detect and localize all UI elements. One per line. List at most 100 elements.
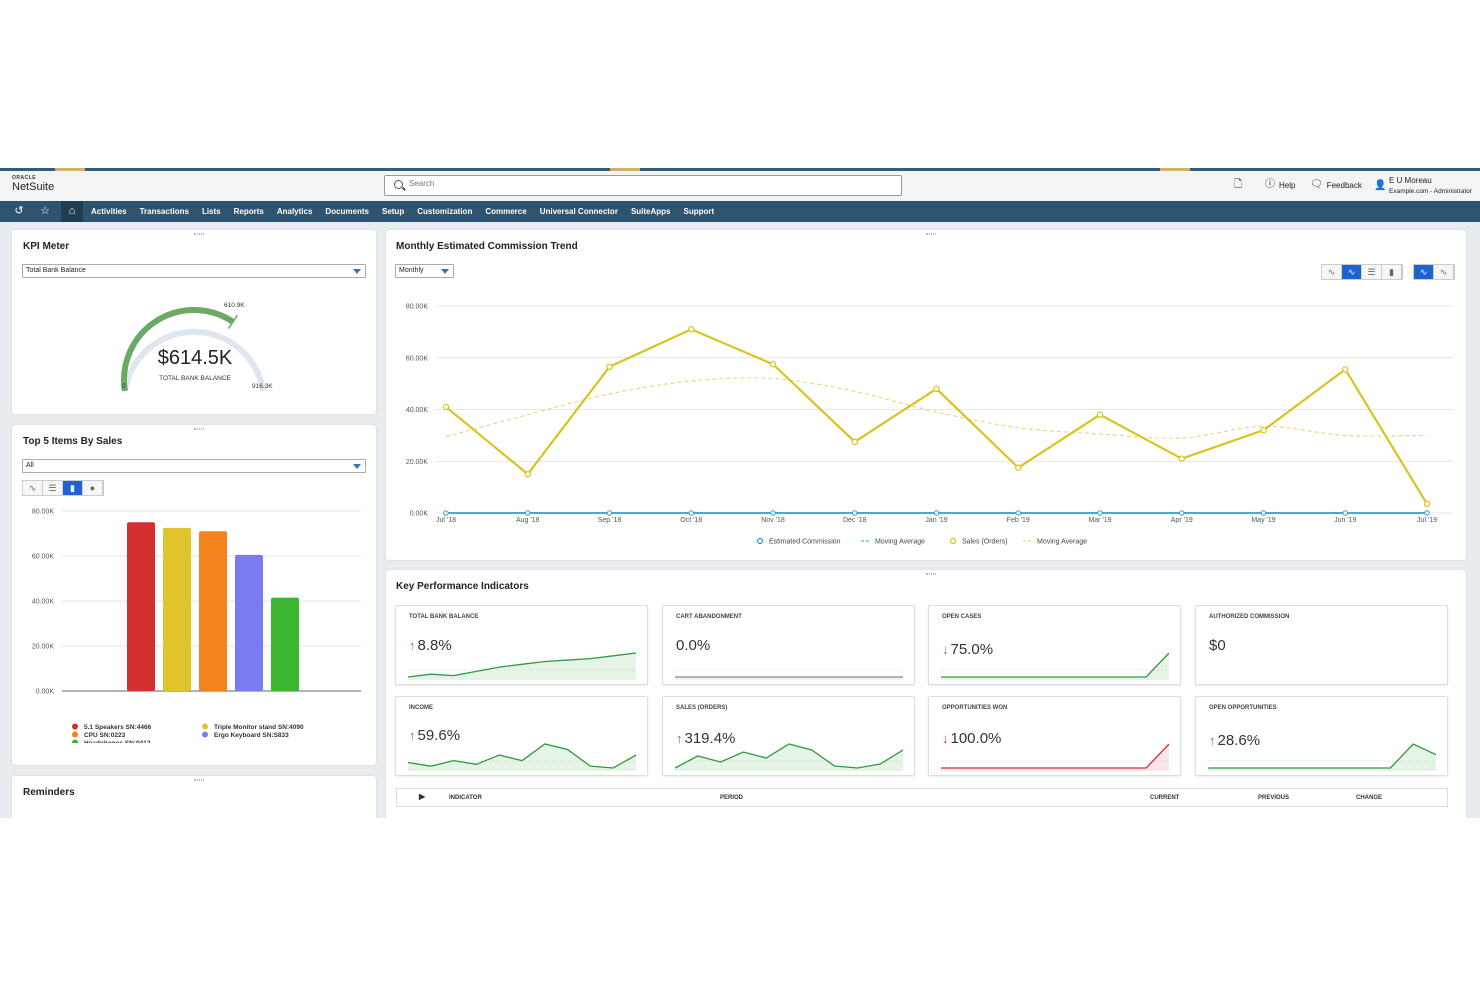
point-sales-orders[interactable] bbox=[1423, 500, 1431, 508]
select-value: All bbox=[26, 462, 34, 469]
bar-ergo-keyboard-sn-s833[interactable] bbox=[235, 554, 263, 691]
horizontal-bar-icon[interactable]: ☰ bbox=[1362, 265, 1382, 279]
point-estimated-commission[interactable] bbox=[933, 510, 940, 516]
nav-item-support[interactable]: Support bbox=[683, 207, 715, 216]
bar-cpu-sn-0223[interactable] bbox=[199, 531, 227, 691]
nav-item-customization[interactable]: Customization bbox=[417, 207, 473, 216]
point-sales-orders[interactable] bbox=[1015, 464, 1022, 471]
straight-line-icon[interactable]: ∿ bbox=[1434, 265, 1454, 279]
history-icon[interactable]: ↺ bbox=[14, 205, 24, 217]
kpi-card-cart-abandonment[interactable]: CART ABANDONMENT 0.0% bbox=[662, 605, 915, 685]
kpi-card-open-opportunities[interactable]: OPEN OPPORTUNITIES ↑ 28.6% bbox=[1195, 696, 1448, 776]
point-sales-orders[interactable] bbox=[688, 326, 695, 333]
legend-label[interactable]: Moving Average bbox=[1037, 539, 1087, 546]
point-estimated-commission[interactable] bbox=[688, 510, 694, 516]
kpi-meter-select[interactable]: Total Bank Balance bbox=[22, 264, 366, 278]
drag-handle[interactable] bbox=[194, 428, 204, 430]
point-estimated-commission[interactable] bbox=[443, 510, 449, 516]
pie-chart-icon[interactable]: ● bbox=[83, 481, 103, 495]
trend-period-select[interactable]: Monthly bbox=[395, 264, 454, 278]
legend-label[interactable]: Moving Average bbox=[875, 539, 925, 546]
column-chart-icon[interactable]: ▮ bbox=[1382, 265, 1402, 279]
horizontal-bar-icon[interactable]: ☰ bbox=[43, 481, 63, 495]
col-previous[interactable]: PREVIOUS bbox=[1258, 795, 1290, 801]
sparkline-line bbox=[941, 743, 1169, 769]
drag-handle[interactable] bbox=[194, 233, 204, 235]
point-estimated-commission[interactable] bbox=[852, 510, 858, 516]
col-current[interactable]: CURRENT bbox=[1150, 795, 1180, 801]
col-indicator[interactable]: INDICATOR bbox=[449, 795, 482, 801]
kpi-card-income[interactable]: INCOME ↑ 59.6% bbox=[395, 696, 648, 776]
point-estimated-commission[interactable] bbox=[606, 510, 613, 516]
kpi-card-opportunities-won[interactable]: OPPORTUNITIES WON ↓ 100.0% bbox=[928, 696, 1181, 776]
nav-item-transactions[interactable]: Transactions bbox=[139, 207, 189, 216]
star-icon[interactable]: ☆ bbox=[40, 205, 50, 217]
kpi-card-value: ↑ 319.4% bbox=[676, 730, 735, 747]
legend-label[interactable]: Sales (Orders) bbox=[962, 539, 1008, 546]
col-period[interactable]: PERIOD bbox=[720, 795, 744, 801]
point-sales-orders[interactable] bbox=[1096, 411, 1104, 418]
user-role: Example.com - Administrator bbox=[1389, 188, 1473, 195]
column-chart-icon[interactable]: ▮ bbox=[63, 481, 83, 495]
x-tick-label: Dec '18 bbox=[843, 517, 867, 524]
point-sales-orders[interactable] bbox=[851, 438, 858, 446]
nav-item-lists[interactable]: Lists bbox=[201, 207, 221, 216]
kpi-card-sales-orders[interactable]: SALES (ORDERS) ↑ 319.4% bbox=[662, 696, 915, 776]
point-sales-orders[interactable] bbox=[442, 403, 450, 411]
point-sales-orders[interactable] bbox=[1260, 426, 1267, 434]
home-icon[interactable]: ⌂ bbox=[61, 201, 83, 222]
point-estimated-commission[interactable] bbox=[1342, 510, 1348, 516]
area-chart-icon[interactable]: ∿ bbox=[23, 481, 43, 495]
legend-label[interactable]: Estimated Commission bbox=[769, 539, 841, 546]
point-estimated-commission[interactable] bbox=[1424, 510, 1430, 516]
nav-item-documents[interactable]: Documents bbox=[325, 207, 369, 216]
drag-handle[interactable] bbox=[926, 233, 936, 235]
series-sales-moving-average bbox=[445, 377, 1428, 439]
point-sales-orders[interactable] bbox=[606, 363, 613, 371]
kpi-card-authorized-commission[interactable]: AUTHORIZED COMMISSION $0 bbox=[1195, 605, 1448, 685]
area-chart-icon[interactable]: ∿ bbox=[1322, 265, 1342, 279]
point-sales-orders[interactable] bbox=[1178, 455, 1185, 462]
netsuite-logo[interactable]: ORACLE NetSuite bbox=[12, 176, 54, 193]
kpi-card-open-cases[interactable]: OPEN CASES ↓ 75.0% bbox=[928, 605, 1181, 685]
bar-triple-monitor-stand-sn-4090[interactable] bbox=[163, 527, 191, 691]
gauge-fill bbox=[121, 307, 235, 392]
nav-item-activities[interactable]: Activities bbox=[91, 207, 127, 216]
recent-records-button[interactable]: 🗋 bbox=[1234, 180, 1242, 190]
top5-select[interactable]: All bbox=[22, 459, 366, 473]
kpi-card-title: SALES (ORDERS) bbox=[676, 705, 728, 711]
kpi-value-text: 0.0% bbox=[676, 637, 711, 654]
point-estimated-commission[interactable] bbox=[1015, 510, 1021, 516]
smooth-line-icon[interactable]: ∿ bbox=[1414, 265, 1434, 279]
global-search[interactable] bbox=[384, 175, 902, 196]
col-change[interactable]: CHANGE bbox=[1356, 795, 1383, 801]
expand-icon[interactable]: ▶ bbox=[419, 792, 426, 801]
point-sales-orders[interactable] bbox=[933, 385, 940, 393]
nav-item-reports[interactable]: Reports bbox=[233, 207, 264, 216]
nav-item-universal-connector[interactable]: Universal Connector bbox=[539, 207, 618, 216]
point-estimated-commission[interactable] bbox=[525, 510, 531, 516]
drag-handle[interactable] bbox=[194, 779, 204, 781]
point-sales-orders[interactable] bbox=[1342, 366, 1349, 373]
portlet-title: Reminders bbox=[23, 787, 75, 798]
kpi-card-total-bank-balance[interactable]: TOTAL BANK BALANCE ↑ 8.8% bbox=[395, 605, 648, 685]
gauge-target-tick bbox=[227, 314, 239, 329]
point-sales-orders[interactable] bbox=[524, 470, 531, 478]
drag-handle[interactable] bbox=[926, 573, 936, 575]
point-estimated-commission[interactable] bbox=[1179, 510, 1185, 516]
point-sales-orders[interactable] bbox=[769, 361, 777, 368]
line-chart-icon[interactable]: ∿ bbox=[1342, 265, 1362, 279]
feedback-button[interactable]: 🗨 Feedback bbox=[1310, 180, 1362, 190]
point-estimated-commission[interactable] bbox=[1097, 510, 1103, 516]
search-input[interactable] bbox=[409, 179, 889, 188]
help-button[interactable]: ⓘ Help bbox=[1265, 180, 1295, 190]
bar-headphones-sn-9412[interactable] bbox=[271, 597, 299, 691]
nav-item-commerce[interactable]: Commerce bbox=[485, 207, 527, 216]
nav-item-analytics[interactable]: Analytics bbox=[276, 207, 313, 216]
bar-5-1-speakers-sn-4466[interactable] bbox=[127, 522, 155, 691]
point-estimated-commission[interactable] bbox=[770, 510, 776, 516]
point-estimated-commission[interactable] bbox=[1260, 510, 1267, 516]
nav-item-suiteapps[interactable]: SuiteApps bbox=[630, 207, 671, 216]
nav-item-setup[interactable]: Setup bbox=[381, 207, 405, 216]
user-name: E U Moreau bbox=[1389, 176, 1432, 185]
